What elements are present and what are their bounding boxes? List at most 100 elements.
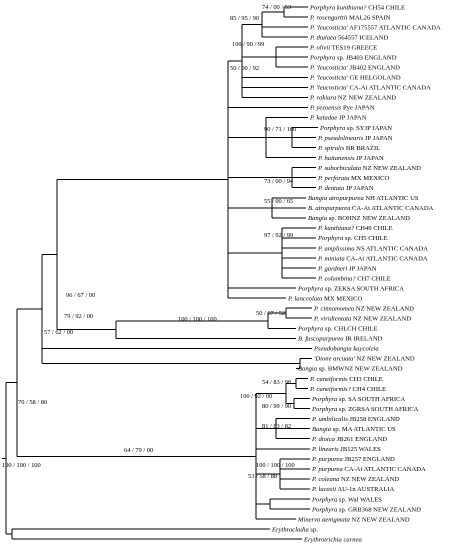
taxon-strain-location: sp. JB403 ENGLAND	[335, 55, 396, 62]
taxon-label: P. kunthiana? CH49 CHILE	[317, 225, 393, 232]
taxon-label: P. haitanensis JP JAPAN	[317, 155, 384, 162]
taxon-label: P. purpurea JB257 ENGLAND	[311, 456, 395, 463]
taxon-strain-location: JB261 ENGLAND	[335, 436, 387, 443]
support-value: 100 / 100 / 100	[256, 462, 295, 469]
taxon-species-name: P. purpurea	[311, 456, 343, 463]
taxon-label: Porphyra sp. SYJP JAPAN	[319, 125, 392, 132]
taxon-strain-location: CA-At ATLANTIC CANADA	[343, 466, 426, 473]
taxon-label: Porphyra sp. CHLCH CHILE	[297, 326, 378, 333]
support-value: 73 / 00 / 94	[264, 178, 294, 185]
taxon-species-name: P. columbina?	[317, 275, 356, 282]
taxon-strain-location: sp. BOHNZ NEW ZEALAND	[327, 215, 410, 222]
taxon-label: Erythrotrichia carnea	[303, 536, 363, 543]
taxon-species-name: Porphyra	[311, 506, 338, 513]
support-value: 70 / 58 / 80	[18, 399, 47, 406]
support-value: 85 / 95 / 90	[230, 15, 259, 22]
taxon-strain-location: CH54 CHILE	[367, 4, 405, 11]
taxon-strain-location: CH49 CHILE	[354, 225, 392, 232]
taxon-species-name: Pseudobangia kaycoleia	[313, 346, 379, 353]
taxon-strain-location: sp. MA ATLANTIC US	[331, 426, 396, 433]
taxon-strain-location: CH4 CHILE	[351, 386, 386, 393]
taxon-strain-location: sp. Wal WALES	[337, 496, 382, 503]
taxon-strain-location: NH ATLANTIC US	[364, 195, 419, 202]
taxon-strain-location: 564557 ICELAND	[336, 34, 388, 41]
support-value: 64 / 79 / 00	[124, 447, 153, 454]
taxon-label: Bangia sp. BOHNZ NEW ZEALAND	[308, 215, 410, 222]
support-value: 80 / 99 / 90	[262, 403, 291, 410]
taxon-species-name: P. cuneiformis	[309, 376, 348, 383]
taxon-label: P. miniata CA-At ATLANTIC CANADA	[317, 255, 428, 262]
support-value: 74 / 00 / 53	[262, 4, 291, 11]
taxon-species-name: B. atropurpurea	[308, 205, 351, 212]
taxon-species-name: Porphyra	[309, 55, 336, 62]
taxon-species-name: P. kunthiana?	[317, 225, 355, 232]
taxon-label: P. rosengurttii MAL26 SPAIN	[309, 14, 391, 21]
taxon-labels: Porphyra kunthiana? CH54 CHILE P. rosengu…	[271, 4, 441, 543]
taxon-species-name: P. 'leucosticta'	[309, 24, 348, 31]
taxon-species-name: B. fuscopurpurea	[298, 336, 344, 343]
taxon-label: P. 'leucosticta' JB402 ENGLAND	[309, 65, 400, 72]
support-value: 50 / 00 / 92	[230, 65, 259, 72]
taxon-strain-location: MAL26 SPAIN	[347, 14, 390, 21]
taxon-strain-location: sp. ZGRSA SOUTH AFRICA	[337, 406, 418, 413]
taxon-strain-location: sp. BMWNZ NEW ZEALAND	[317, 366, 403, 373]
taxon-strain-location: TES19 GREECE	[330, 44, 377, 51]
taxon-strain-location: MX MEXICO	[322, 295, 362, 302]
taxon-species-name: P. linearis	[311, 446, 339, 453]
taxon-label: P. 'leucosticta' GE HELGOLAND	[309, 75, 401, 82]
support-value: 50 / 67 / 52	[256, 310, 285, 317]
taxon-strain-location: AF175557 ATLANTIC CANADA	[348, 24, 441, 31]
support-value: 90 / 71 / 100	[264, 126, 296, 133]
support-value: 81 / 83 / 82	[262, 423, 291, 430]
taxon-label: Bangia atropurpurea NH ATLANTIC US	[308, 195, 419, 202]
taxon-species-name: P. perforata	[317, 175, 350, 182]
taxon-label: Minerva aenigmata NZ NEW ZEALAND	[297, 516, 410, 523]
taxon-species-name: Minerva aenigmata	[297, 516, 351, 523]
taxon-strain-location: JP JAPAN	[355, 155, 384, 162]
taxon-strain-location: JB257 ENGLAND	[343, 456, 395, 463]
taxon-strain-location: NZ NEW ZEALAND	[355, 356, 415, 363]
taxon-species-name: P. cuneiformis?	[309, 386, 352, 393]
taxon-species-name: P. dioica	[311, 436, 336, 443]
taxon-species-name: Bangia	[298, 366, 318, 373]
taxon-strain-location: NS ATLANTIC CANADA	[355, 245, 429, 252]
taxon-strain-location: CA-At ATLANTIC CANADA	[350, 205, 433, 212]
taxon-strain-location: NZ NEW ZEALAND	[350, 516, 410, 523]
taxon-label: Porphyra sp. CH5 CHILE	[317, 235, 388, 242]
tree-branches	[2, 6, 318, 540]
taxon-strain-location: NZ NEW ZEALAND	[336, 95, 396, 102]
taxon-species-name: Porphyra	[311, 496, 338, 503]
taxon-label: Porphyra sp. GRB368 NEW ZEALAND	[311, 506, 421, 513]
taxon-strain-location: JB402 ENGLAND	[348, 65, 400, 72]
taxon-species-name: P. dentata	[317, 185, 345, 192]
taxon-label: P. coleana NZ NEW ZEALAND	[311, 476, 399, 483]
taxon-species-name: P. 'leucosticta'	[309, 75, 348, 82]
taxon-species-name: Bangia atropurpurea	[308, 195, 364, 202]
taxon-label: Porphyra sp. JB403 ENGLAND	[309, 55, 397, 62]
taxon-species-name: P. katadae	[309, 115, 337, 122]
taxon-species-name: P. yezoensis	[309, 105, 342, 112]
taxon-label: P. lucasii AU-1n AUSTRALIA	[311, 486, 395, 493]
taxon-species-name: P. rakiura	[309, 95, 337, 102]
taxon-strain-location: NZ NEW ZEALAND	[361, 165, 421, 172]
taxon-species-name: P. rosengurttii	[309, 14, 348, 21]
taxon-species-name: Porphyra	[319, 125, 346, 132]
support-value: 53 / 58 / 88	[248, 473, 277, 480]
taxon-strain-location: JP JAPAN	[363, 135, 392, 142]
taxon-label: P. spiralis BR BRAZIL	[317, 145, 380, 152]
taxon-label: P. 'leucosticta' AF175557 ATLANTIC CANAD…	[309, 24, 441, 31]
taxon-species-name: P. 'leucosticta'	[309, 65, 348, 72]
taxon-label: P. linearis JB125 WALES	[311, 446, 381, 453]
taxon-label: Porphyra sp. Wal WALES	[311, 496, 382, 503]
taxon-species-name: P. lanceolata	[287, 295, 323, 302]
taxon-species-name: P. pseudolinearis	[317, 135, 364, 142]
taxon-species-name: P. haitanensis	[317, 155, 355, 162]
taxon-species-name: Porphyra	[297, 326, 324, 333]
taxon-label: P. suborbiculata NZ NEW ZEALAND	[317, 165, 421, 172]
taxon-strain-location: NZ NEW ZEALAND	[339, 476, 399, 483]
support-value: 100 / 100 / 100	[178, 316, 217, 323]
taxon-strain-location: MX MEXICO	[349, 175, 389, 182]
taxon-label: P. cuneiformis CH3 CHILE	[309, 376, 383, 383]
taxon-label: B. fuscopurpurea IR IRELAND	[298, 336, 383, 343]
